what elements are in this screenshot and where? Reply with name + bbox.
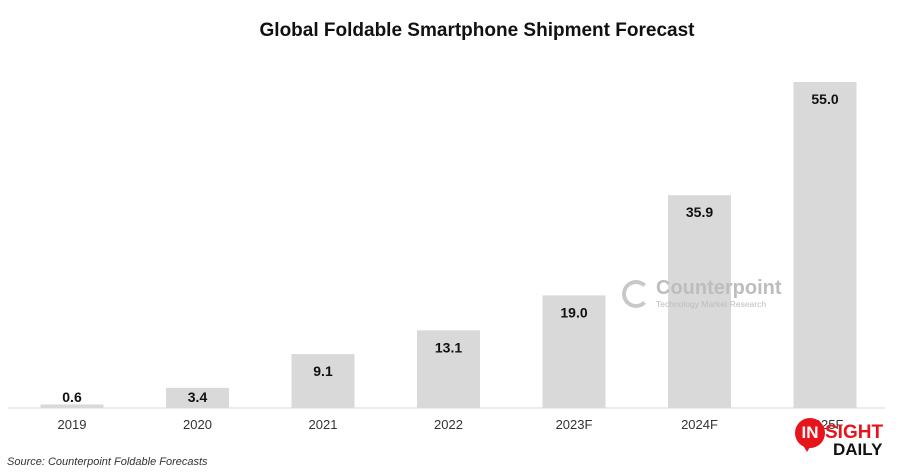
x-tick-label-2022: 2022 [434, 417, 463, 432]
bar-2024F [668, 195, 731, 408]
bar-2019 [40, 404, 104, 408]
logo-bubble: IN [795, 418, 825, 448]
bar-2020 [166, 387, 229, 408]
bar-2023F [542, 295, 606, 408]
counterpoint-logo-icon [622, 280, 650, 308]
x-tick-label-2023F: 2023F [556, 417, 593, 432]
data-label-2025F: 55.0 [811, 91, 838, 107]
bar-2021 [291, 354, 355, 408]
watermark-tagline: Technology Market Research [656, 299, 767, 309]
x-tick-label-2021: 2021 [309, 417, 338, 432]
data-label-2019: 0.6 [62, 389, 82, 405]
x-tick-label-2019: 2019 [58, 417, 87, 432]
logo-sight: SIGHT [825, 422, 884, 443]
data-label-2020: 3.4 [188, 389, 208, 405]
data-label-2024F: 35.9 [686, 204, 713, 220]
watermark-name: Counterpoint [656, 277, 782, 299]
logo-daily: DAILY [833, 440, 883, 459]
data-label-2021: 9.1 [313, 363, 333, 379]
chart-title: Global Foldable Smartphone Shipment Fore… [259, 20, 695, 41]
data-label-2022: 13.1 [435, 339, 462, 355]
bar-2022 [417, 330, 480, 408]
data-label-2023F: 19.0 [560, 304, 587, 320]
x-tick-label-2024F: 2024F [681, 417, 718, 432]
source-note: Source: Counterpoint Foldable Forecasts [7, 456, 208, 468]
x-tick-label-2020: 2020 [183, 417, 212, 432]
bar-2025F [793, 82, 857, 408]
